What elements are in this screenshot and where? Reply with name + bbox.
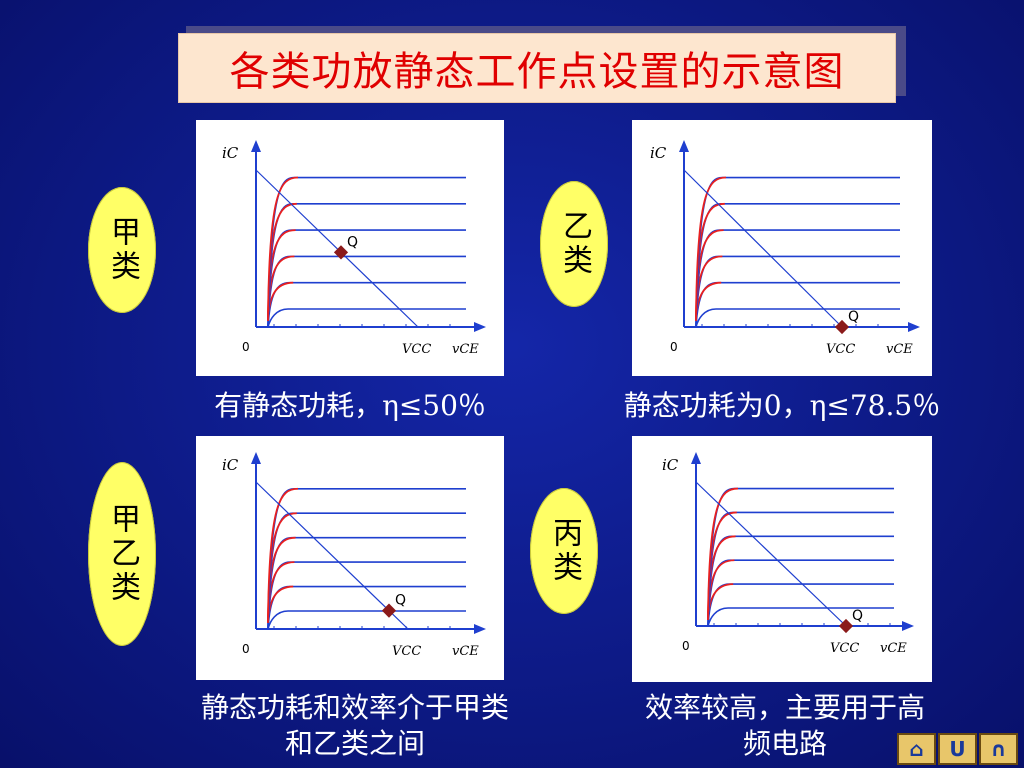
characteristic-curve	[267, 176, 466, 328]
vcc-label: VCC	[826, 342, 855, 357]
characteristic-curve	[707, 487, 894, 627]
caption-class-c: 效率较高，主要用于高 频电路	[600, 690, 970, 762]
output-characteristic-diagram: QiC 0 VCC vCE	[222, 452, 486, 659]
x-axis-arrow	[474, 322, 486, 332]
ic-axis-label: iC	[662, 456, 679, 474]
characteristic-curve	[267, 229, 466, 328]
characteristic-curve	[695, 255, 900, 328]
class-label-ab: 甲乙类	[88, 462, 156, 646]
origin-label: 0	[670, 340, 678, 354]
vce-axis-label: vCE	[452, 644, 479, 659]
class-label-a: 甲类	[88, 187, 156, 313]
vce-axis-label: vCE	[452, 342, 479, 357]
q-label: Q	[395, 593, 406, 609]
load-line	[255, 481, 409, 630]
y-axis-arrow	[691, 452, 701, 464]
q-point-marker	[333, 245, 349, 260]
x-axis-arrow	[902, 621, 914, 631]
saturation-curve	[707, 487, 739, 621]
origin-label: 0	[682, 639, 690, 653]
caption-line-1: 静态功耗和效率介于甲类	[200, 691, 509, 724]
ic-axis-label: iC	[650, 144, 667, 162]
vcc-label: VCC	[830, 641, 859, 656]
q-point-marker	[838, 618, 854, 634]
characteristic-curve	[695, 308, 900, 328]
load-line	[695, 481, 847, 627]
output-characteristic-diagram: QiC 0 VCC vCE	[662, 452, 914, 656]
forward-icon: ∩	[990, 737, 1007, 761]
characteristic-curve	[267, 255, 466, 328]
output-characteristic-diagram: QiC 0 VCC vCE	[650, 140, 920, 357]
q-label: Q	[347, 234, 358, 250]
q-label: Q	[848, 309, 859, 325]
caption-class-a: 有静态功耗，η≤50％	[214, 389, 486, 422]
characteristic-curve	[695, 281, 900, 328]
home-icon: ⌂	[909, 737, 924, 761]
characteristic-curve	[267, 536, 466, 630]
y-axis-arrow	[251, 452, 261, 464]
caption-class-ab: 静态功耗和效率介于甲类 和乙类之间	[150, 690, 560, 762]
vcc-label: VCC	[392, 644, 421, 659]
q-point-marker	[834, 319, 850, 335]
caption-line-1: 效率较高，主要用于高	[644, 691, 925, 724]
saturation-curve	[267, 487, 299, 624]
origin-label: 0	[242, 340, 250, 354]
next-button[interactable]: ∩	[979, 733, 1018, 765]
vcc-label: VCC	[402, 342, 431, 357]
q-label: Q	[852, 608, 863, 624]
characteristic-curve	[267, 610, 466, 630]
x-axis-arrow	[908, 322, 920, 332]
vce-axis-label: vCE	[880, 641, 907, 656]
saturation-curve	[267, 176, 299, 322]
characteristic-curve	[707, 511, 894, 627]
characteristic-curve	[267, 308, 466, 328]
load-line	[255, 169, 419, 328]
q-point-marker	[381, 603, 397, 618]
return-icon: U	[949, 737, 966, 761]
origin-label: 0	[242, 642, 250, 656]
back-button[interactable]: U	[938, 733, 977, 765]
characteristic-curve	[267, 487, 466, 630]
ic-axis-label: iC	[222, 456, 239, 474]
characteristic-curve	[707, 559, 894, 627]
y-axis-arrow	[679, 140, 689, 152]
vce-axis-label: vCE	[886, 342, 913, 357]
characteristic-curve	[267, 281, 466, 328]
caption-class-b: 静态功耗为0，η≤78.5％	[623, 389, 941, 422]
characteristic-curve	[267, 561, 466, 630]
characteristic-curve	[267, 585, 466, 630]
characteristic-curve	[707, 535, 894, 627]
x-axis-arrow	[474, 624, 486, 634]
characteristic-curve	[695, 229, 900, 328]
saturation-curve	[695, 176, 727, 322]
caption-line-2: 频电路	[742, 727, 827, 760]
caption-line-2: 和乙类之间	[284, 727, 425, 760]
ic-axis-label: iC	[222, 144, 239, 162]
characteristic-curve	[707, 583, 894, 627]
class-label-c: 丙类	[530, 488, 598, 614]
page-title: 各类功放静态工作点设置的示意图	[178, 33, 896, 103]
load-line	[683, 169, 843, 328]
output-characteristic-diagram: QiC 0 VCC vCE	[222, 140, 486, 357]
class-label-b: 乙类	[540, 181, 608, 307]
characteristic-curve	[695, 176, 900, 328]
y-axis-arrow	[251, 140, 261, 152]
home-button[interactable]: ⌂	[897, 733, 936, 765]
